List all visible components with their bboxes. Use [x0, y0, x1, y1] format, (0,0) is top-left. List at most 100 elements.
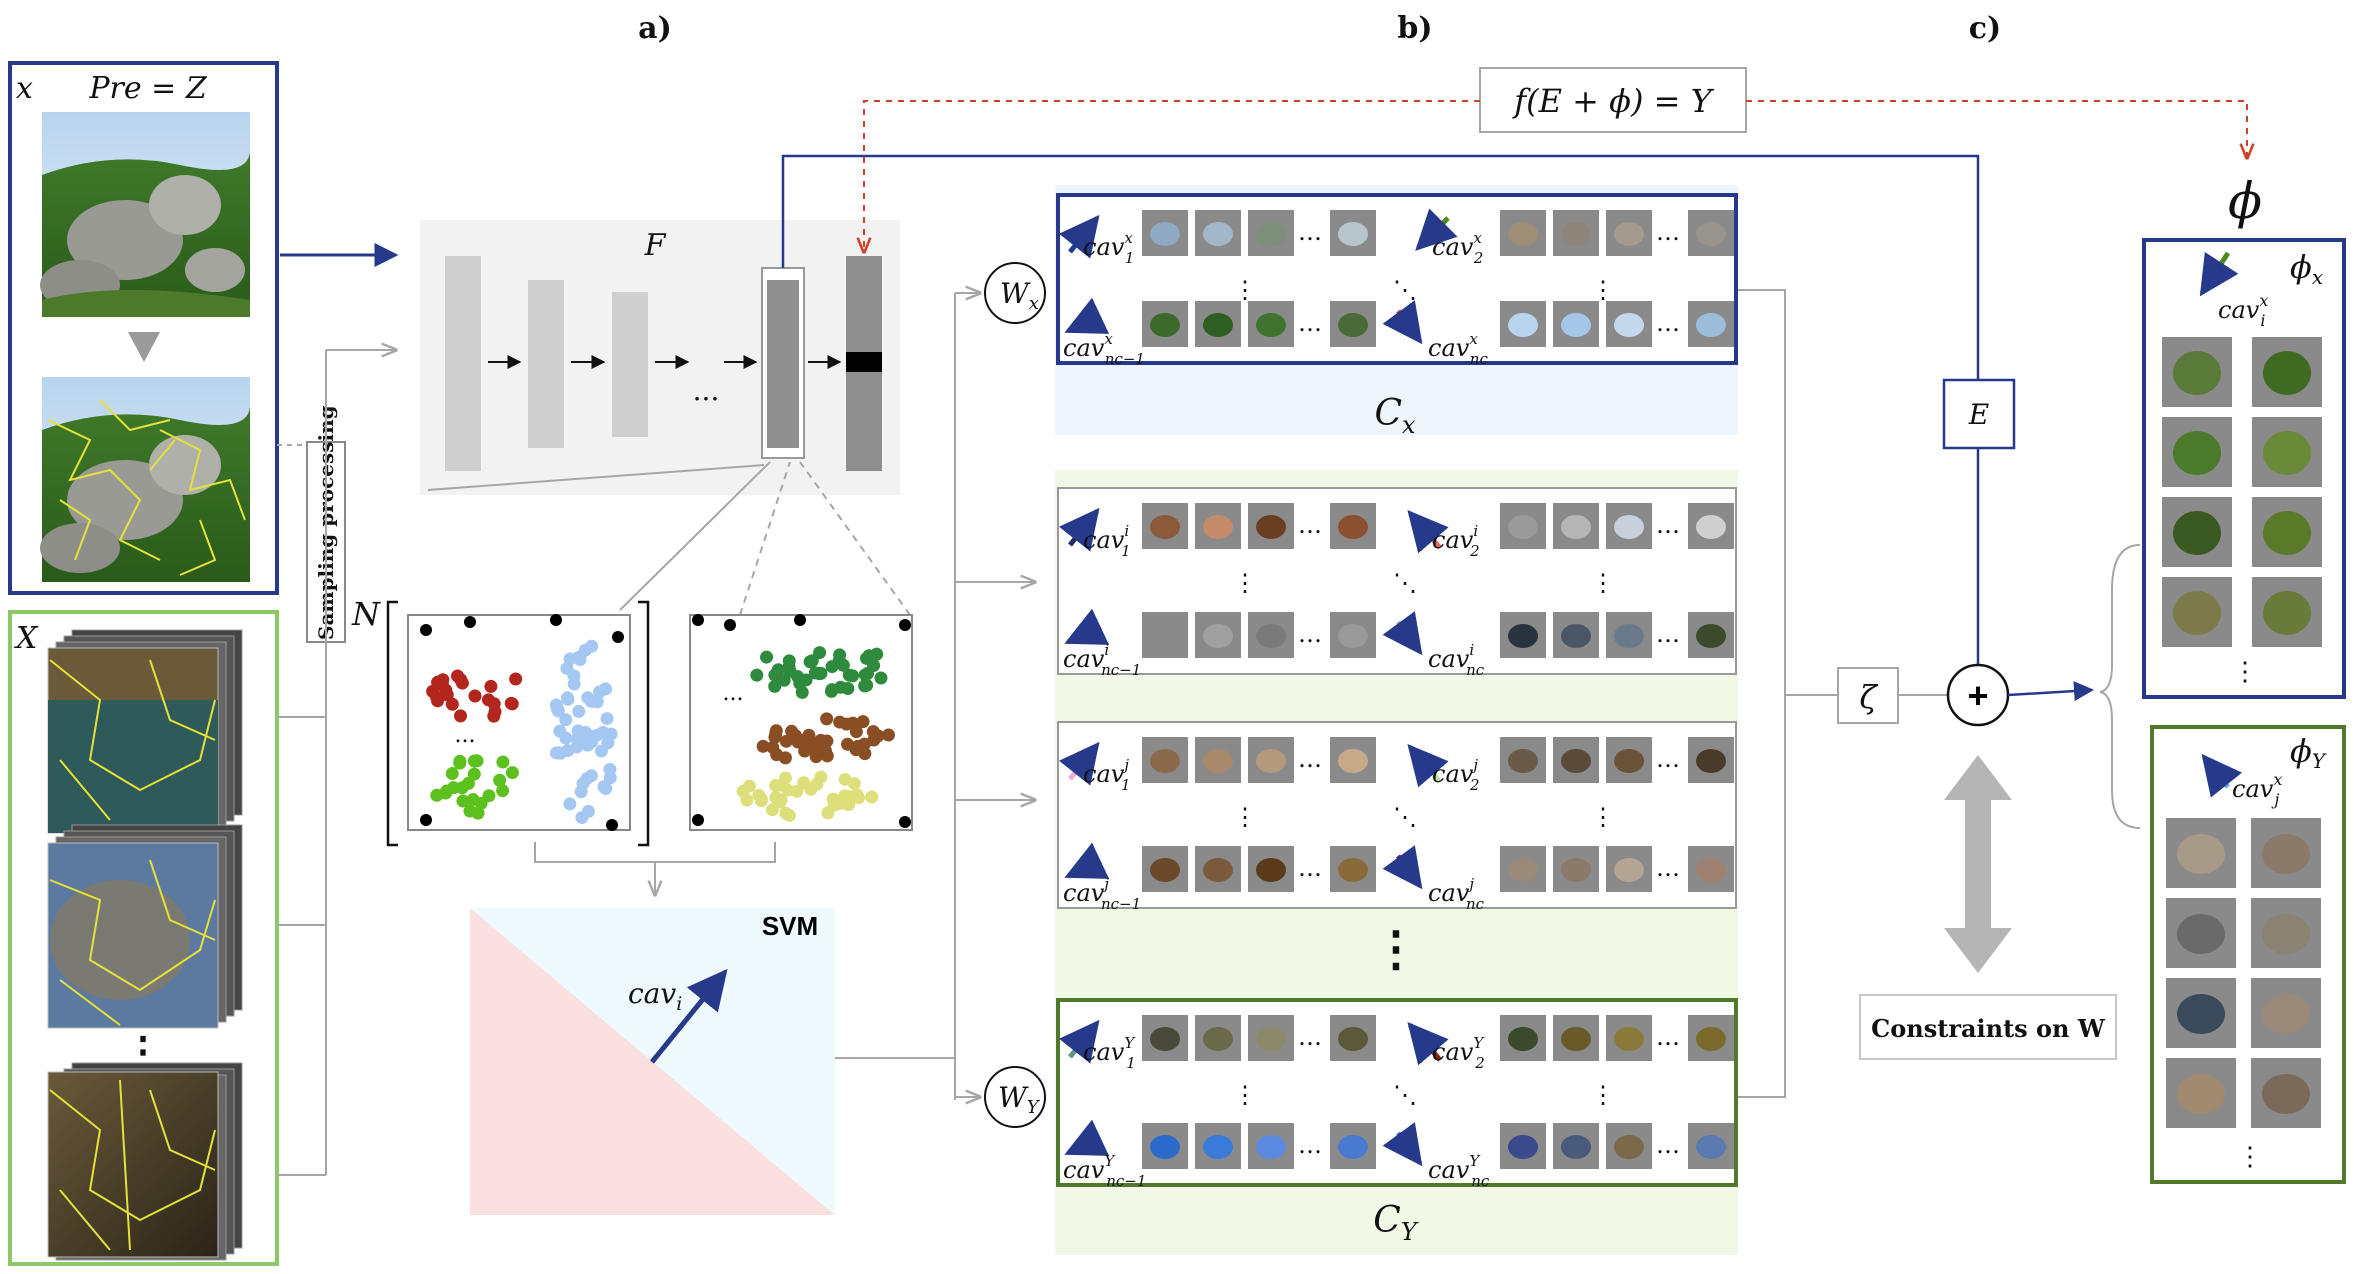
concept-point-lightblue — [576, 777, 590, 791]
concept-point-darkgreen — [813, 646, 827, 660]
vdots: ⋮ — [1591, 803, 1615, 831]
concept-point-green — [463, 804, 477, 818]
concept-point-red — [488, 705, 502, 719]
concept-point-lightblue — [600, 712, 614, 726]
concept-point-darkgreen — [836, 658, 850, 672]
concept-point-brown — [867, 733, 881, 747]
network-dots: ... — [693, 374, 720, 407]
concept-point-lightblue — [584, 769, 598, 783]
N-label: N — [351, 595, 381, 633]
cav-arrow — [1058, 507, 1100, 552]
concept-point-lightblue — [563, 797, 577, 811]
cav-arrow — [1058, 1019, 1100, 1064]
concept-point-lightblue — [549, 698, 563, 712]
concept-point-brown — [840, 737, 854, 751]
dataset-image-stack — [47, 629, 243, 834]
concepts-to-zeta — [1738, 289, 1838, 1098]
concept-point-lightblue — [570, 732, 584, 746]
cav-label: cavY nc — [1428, 1152, 1490, 1190]
concept-point-negative — [899, 619, 911, 631]
phi-y-cav-sup: x — [2273, 770, 2282, 789]
concept-point-brown — [820, 749, 834, 763]
weight-wx-circle: Wx — [984, 262, 1046, 324]
cav-label: cavx nc−1 — [1063, 330, 1145, 368]
concept-point-yellow — [847, 777, 861, 791]
concept-point-darkgreen — [750, 668, 764, 682]
cav-arrow — [1058, 741, 1100, 786]
hdots: … — [1298, 309, 1322, 337]
svg-text:WY: WY — [998, 1081, 1041, 1118]
cav-row-box: cavY 1 cavY 2 cavY nc−1 cavY nc … … … … ⋮ ⋮ ⋱ — [1056, 998, 1738, 1190]
concept-point-negative — [692, 814, 704, 826]
concept-point-negative — [724, 619, 736, 631]
concept-point-darkgreen — [860, 651, 874, 665]
cluster-dots-right: ... — [723, 681, 744, 706]
equation-dashed-left — [864, 100, 1480, 252]
concept-point-green — [493, 773, 507, 787]
zeta-box: ζ — [1837, 667, 1899, 724]
concept-point-darkgreen — [870, 647, 884, 661]
concept-point-yellow — [778, 771, 792, 785]
concept-point-red — [451, 669, 465, 683]
concept-point-green — [461, 776, 475, 790]
concept-point-darkgreen — [846, 669, 860, 683]
concept-point-red — [454, 709, 468, 723]
concept-point-yellow — [781, 783, 795, 797]
concept-point-green — [467, 754, 481, 768]
phi-y-cav-label: cav — [2232, 775, 2274, 803]
phi-x-sub: x — [2312, 265, 2323, 289]
hdots: … — [1298, 620, 1322, 648]
concept-point-brown — [849, 725, 863, 739]
concept-point-darkgreen — [782, 660, 796, 674]
concept-point-green — [474, 796, 488, 810]
concept-point-lightblue — [599, 782, 613, 796]
ddots: ⋱ — [1393, 1081, 1417, 1109]
cx-label: C — [1374, 393, 1402, 434]
weight-wy-circle: WY — [984, 1066, 1046, 1128]
hdots: … — [1298, 745, 1322, 773]
cav-arrow — [1064, 608, 1110, 645]
concept-point-brown — [802, 728, 816, 742]
concept-point-yellow — [865, 790, 879, 804]
cav-label: cavY 2 — [1432, 1034, 1485, 1072]
cav-label: cavY nc−1 — [1063, 1152, 1146, 1190]
concept-point-negative — [550, 614, 562, 626]
ddots: ⋱ — [1393, 569, 1417, 597]
svg-text:CY: CY — [1373, 1200, 1419, 1246]
cav-row-box: cavj 1 cavj 2 cavj nc−1 cavj nc … … … … ⋮ ⋮ ⋱ — [1057, 721, 1737, 913]
svg-text:Wx: Wx — [1000, 277, 1039, 314]
vdots: ⋮ — [1591, 1081, 1615, 1109]
phi-label: ϕ — [2228, 172, 2262, 230]
section-b-label: b) — [1397, 11, 1432, 46]
vdots: ⋮ — [1233, 276, 1257, 304]
equation-box: f(E + ϕ) = Y — [1479, 67, 1747, 133]
hdots: … — [1656, 1131, 1680, 1159]
svg-text:cavi: cavi — [628, 977, 682, 1015]
cav-label: cavj 1 — [1083, 756, 1131, 794]
concept-point-negative — [692, 614, 704, 626]
E-label: E — [1968, 398, 1989, 431]
phi-y-label: ϕ — [2290, 732, 2312, 770]
concept-point-lightblue — [572, 704, 586, 718]
concept-point-lightblue — [560, 691, 574, 705]
concept-point-darkgreen — [760, 650, 774, 664]
output-bracket — [2099, 544, 2141, 829]
cav-label: cavx 1 — [1083, 229, 1134, 267]
cav-arrow — [1058, 214, 1100, 259]
vdots: ⋮ — [1233, 1081, 1257, 1109]
cav-label: cavj nc — [1428, 875, 1485, 913]
cav-arrow — [1415, 208, 1458, 251]
superpixel-landscape-photo — [40, 377, 250, 582]
concept-point-lightblue — [593, 685, 607, 699]
wx-sub: x — [1029, 293, 1039, 314]
concept-point-darkgreen — [799, 673, 813, 687]
cav-arrow — [1407, 743, 1449, 788]
hdots: … — [1656, 854, 1680, 882]
landscape-photo — [40, 112, 250, 317]
concept-point-brown — [856, 715, 870, 729]
layer-to-E-line — [781, 154, 1980, 380]
concept-point-yellow — [841, 797, 855, 811]
concept-point-darkgreen — [861, 666, 875, 680]
cav-arrow — [1382, 1122, 1423, 1167]
pre-equals-z-label: Pre = Z — [88, 71, 207, 106]
